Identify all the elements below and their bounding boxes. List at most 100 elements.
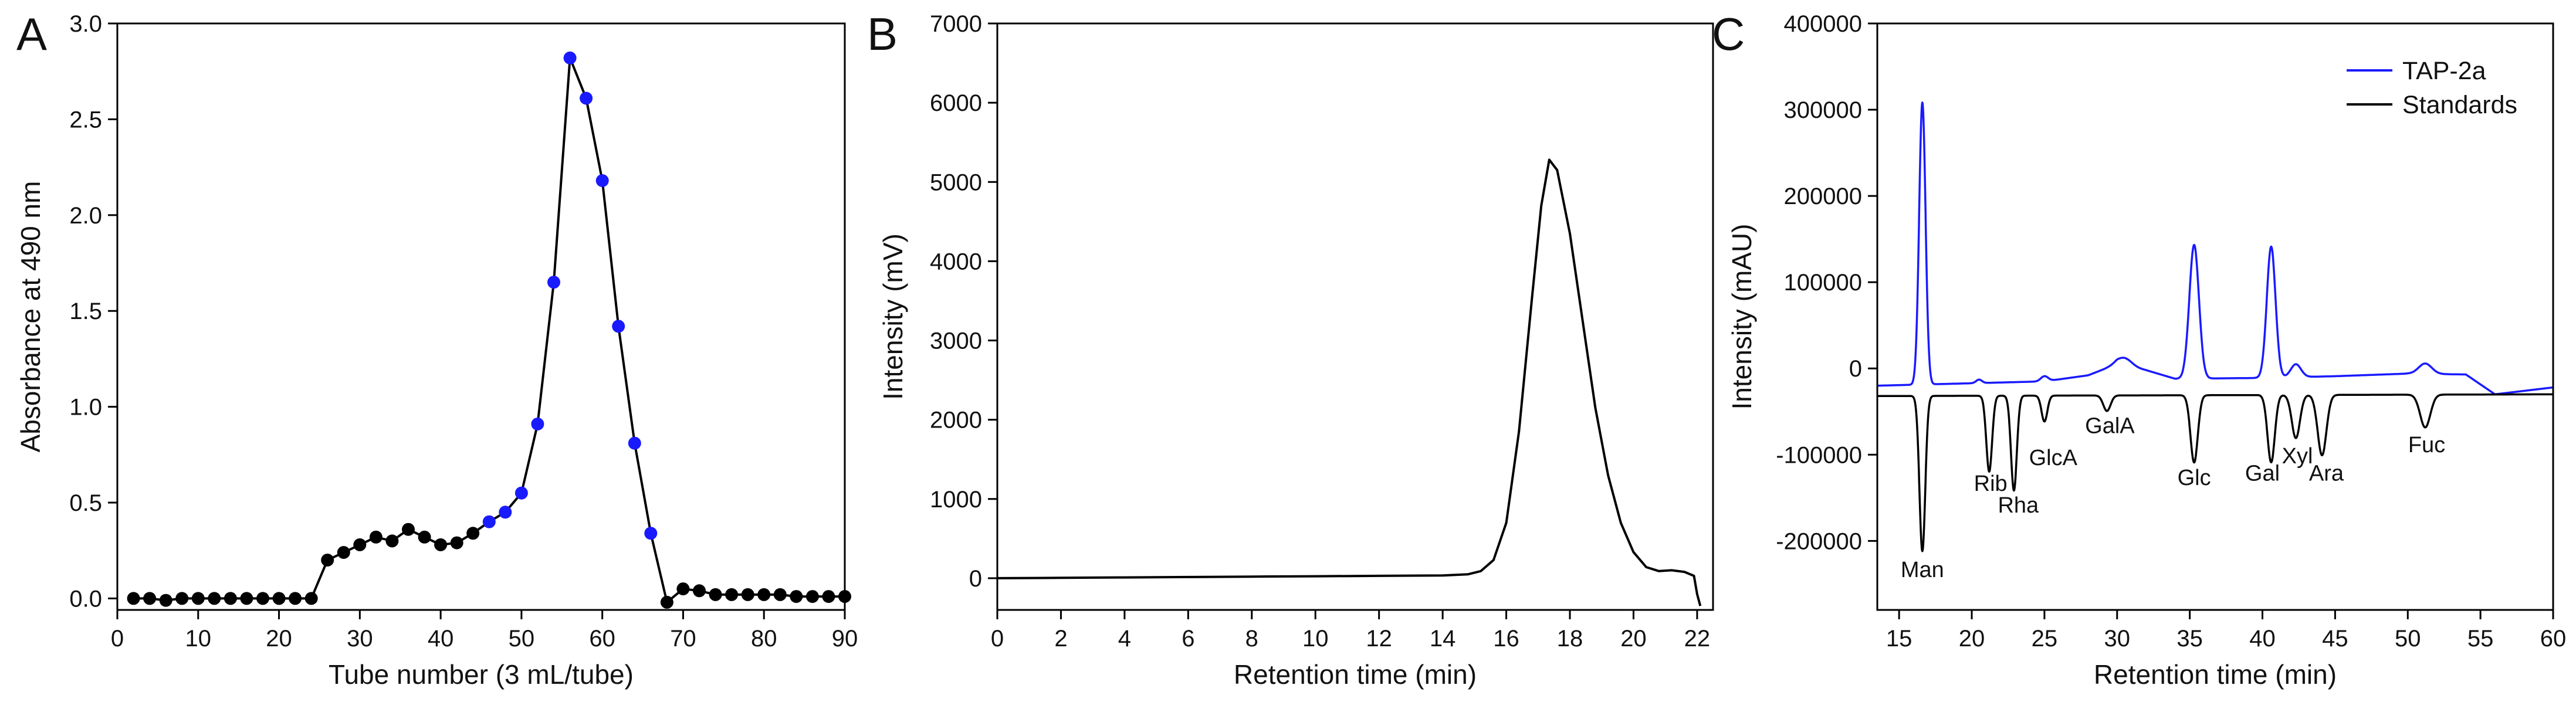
panel-c-marks [1876,101,2554,552]
panel-b-x-axis-title: Retention time (min) [1234,659,1477,690]
panel-b-y-axis-title: Intensity (mV) [878,233,908,400]
panel-a-x-tick-label: 10 [185,626,212,652]
panel-a-data-point [450,536,463,550]
panel-c-peak-label: GlcA [2029,446,2078,470]
panel-a-y-tick-label: 1.5 [69,299,102,324]
panel-b-x-tick-label: 20 [1620,626,1647,652]
panel-c-x-tick-label: 30 [2104,626,2131,652]
panel-c-peak-label: Gal [2245,461,2280,486]
panel-b-x-tick-label: 14 [1430,626,1456,652]
panel-a-data-point [159,594,172,607]
panel-c-x-tick-label: 45 [2322,626,2348,652]
panel-c-y-tick-label: 400000 [1784,11,1862,37]
panel-a-data-point [256,592,269,605]
panel-b-x-tick-label: 16 [1493,626,1519,652]
panel-a-y-tick-label: 3.0 [69,11,102,37]
panel-b-x-tick-label: 6 [1182,626,1194,652]
panel-c-x-axis-title: Retention time (min) [2094,659,2337,690]
panel-c-y-tick-label: 200000 [1784,184,1862,209]
panel-a-x-tick-label: 20 [266,626,292,652]
panel-a-data-point [482,515,496,528]
panel-a-x-tick-label: 50 [509,626,535,652]
panel-a-data-point [385,534,399,548]
panel-a-data-point [418,530,431,544]
panel-b-x-tick-label: 12 [1366,626,1392,652]
panel-a-x-tick-label: 30 [347,626,373,652]
panel-a-data-point [191,592,205,605]
panel-a-data-point [499,506,512,519]
panel-c-peak-label: Fuc [2408,433,2445,457]
panel-a-data-point [402,523,415,536]
panel-a-label: A [16,8,47,60]
panel-c-ticks: 15 20 25 30 35 40 45 50 55 60 -200000 -100000 0 10000… [1776,11,2566,652]
panel-a-data-point [693,584,706,598]
panel-a-data-point [612,320,625,333]
panel-a-x-tick-label: 90 [832,626,858,652]
panel-a-y-tick-label: 2.5 [69,107,102,133]
panel-c-legend: TAP-2a Standards [2347,57,2517,119]
panel-b-x-tick-label: 2 [1054,626,1067,652]
panel-c-peak-label: GalA [2085,414,2135,439]
panel-c-x-tick-label: 20 [1959,626,1985,652]
panel-a-data-point [434,538,448,551]
panel-b-x-tick-label: 22 [1684,626,1711,652]
panel-b-x-tick-label: 10 [1302,626,1329,652]
panel-b-x-tick-label: 18 [1557,626,1583,652]
panel-a-y-tick-label: 0.5 [69,490,102,516]
panel-b-y-tick-label: 6000 [930,90,982,116]
panel-b-axes-frame [996,22,1714,611]
panel-a-data-point [337,546,350,559]
panel-a-data-point [369,530,382,544]
panel-a-y-tick-label: 0.0 [69,586,102,612]
panel-a: A 0 10 20 30 40 50 60 70 80 90 0.0 0.5 1.0 1.5 2.0 2.5 3… [15,8,858,690]
panel-a-data-point [660,595,673,609]
panel-b-x-tick-label: 0 [991,626,1004,652]
panel-a-x-tick-label: 40 [428,626,454,652]
panel-a-data-point [773,588,787,601]
panel-c-standards-line [1876,393,2554,552]
panel-a-data-point [725,588,739,601]
panel-a-data-point [709,588,722,601]
panel-a-data-point [547,276,560,289]
panel-a-x-tick-label: 0 [111,626,124,652]
panel-c-y-tick-label: -100000 [1776,442,1862,468]
panel-c-x-tick-label: 25 [2032,626,2058,652]
panel-a-data-point [353,538,367,551]
panel-a-x-axis-title: Tube number (3 mL/tube) [329,659,634,690]
panel-b-label: B [867,8,898,60]
panel-c-peak-label: Rib [1974,472,2008,496]
panel-a-data-point [757,588,771,601]
panel-a-data-point [514,486,528,500]
panel-a-data-point [143,592,157,605]
legend-label-standards: Standards [2402,91,2517,119]
panel-a-ticks: 0 10 20 30 40 50 60 70 80 90 0.0 0.5 1.0 1.5 2.0 2.5 3.0 [69,11,858,652]
panel-a-data-point [466,527,480,540]
panel-a-data-point [289,592,302,605]
panel-a-y-tick-label: 1.0 [69,395,102,420]
panel-a-data-point [321,554,334,567]
panel-a-data-point [805,590,819,603]
panel-b-marks [997,158,1702,606]
legend-label-tap-2a: TAP-2a [2402,57,2486,85]
panel-c-tap-2a-line [1876,101,2554,396]
panel-c-y-axis-title: Intensity (mAU) [1727,224,1757,410]
panel-c-peak-label: Xyl [2282,444,2313,469]
panel-c-y-tick-label: 0 [1849,356,1862,382]
panel-c-x-tick-label: 60 [2540,626,2567,652]
panel-a-axes-frame [116,22,846,611]
panel-a-data-point [676,582,690,596]
panel-b-x-tick-label: 4 [1118,626,1131,652]
panel-a-data-point [822,590,835,603]
panel-c-axes-frame [1876,22,2554,611]
panel-b-y-tick-label: 2000 [930,408,982,433]
panel-a-data-point [628,436,641,450]
panel-b: B 0 2 4 6 8 10 12 14 16 18 20 22 0 1000 2000 3000 4000 50… [867,8,1714,690]
panel-a-data-point [304,592,318,605]
panel-a-data-point [531,418,544,430]
panel-b-y-tick-label: 5000 [930,169,982,195]
panel-a-data-point [224,592,237,605]
panel-a-data-point [580,91,593,105]
panel-b-y-tick-label: 0 [969,566,982,592]
